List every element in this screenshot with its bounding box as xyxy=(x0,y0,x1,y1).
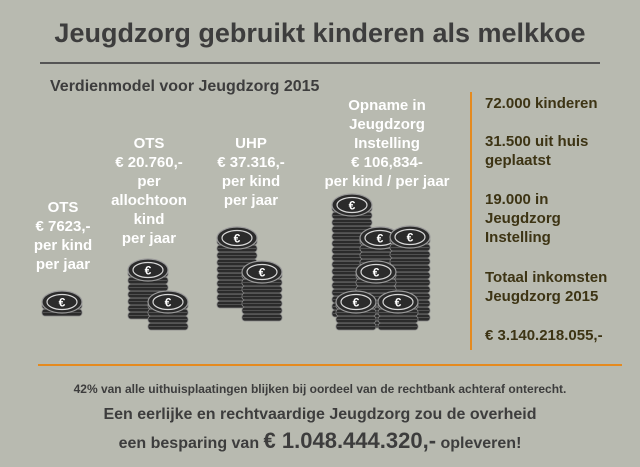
coin-stack xyxy=(147,290,189,331)
column-line: € 20.760,- xyxy=(115,154,183,171)
column-line: UHP xyxy=(235,135,267,152)
footer-line-2: een besparing van € 1.048.444.320,- ople… xyxy=(0,428,640,454)
coin-stack xyxy=(41,290,83,317)
column-line: Jeugdzorg xyxy=(349,116,425,133)
subtitle: Verdienmodel voor Jeugdzorg 2015 xyxy=(50,78,320,95)
column-line: € 7623,- xyxy=(35,218,91,235)
stat-line: € 3.140.218.055,- xyxy=(485,327,603,344)
title-divider xyxy=(40,62,600,64)
stat-line: 72.000 kinderen xyxy=(485,95,598,112)
column-label-uhp: UHP € 37.316,- per kind per jaar xyxy=(206,134,296,210)
column-line: per kind / per jaar xyxy=(324,173,450,190)
column-line: per jaar xyxy=(121,230,177,247)
column-label-ots: OTS € 7623,- per kind per jaar xyxy=(28,198,98,274)
stat-line: 19.000 in xyxy=(485,191,549,208)
stat-line: geplaatst xyxy=(485,152,551,169)
column-line: per jaar xyxy=(35,256,91,273)
coin-stack xyxy=(241,260,283,322)
column-line: per jaar xyxy=(223,192,279,209)
footer-amount: € 1.048.444.320,- xyxy=(263,428,437,453)
column-line: per kind xyxy=(33,237,93,254)
stat-uithuis: 31.500 uit huis geplaatst xyxy=(485,132,588,170)
stat-line: 31.500 uit huis xyxy=(485,133,589,150)
stat-totaal: Totaal inkomsten Jeugdzorg 2015 xyxy=(485,268,607,306)
stat-instelling: 19.000 in Jeugdzorg Instelling xyxy=(485,190,561,247)
column-line: per kind xyxy=(221,173,281,190)
column-label-ots-allochtoon: OTS € 20.760,- per allochtoon kind per j… xyxy=(104,134,194,248)
footer-prefix: een besparing van xyxy=(118,435,264,452)
footer-suffix: opleveren! xyxy=(436,435,522,452)
bottom-divider xyxy=(38,364,622,366)
coin-stack xyxy=(335,290,377,331)
column-line: kind xyxy=(133,211,165,228)
coin-stack xyxy=(377,290,419,331)
column-line: allochtoon xyxy=(111,192,187,209)
column-line: € 37.316,- xyxy=(217,154,285,171)
stat-line: Totaal inkomsten xyxy=(485,269,608,286)
column-line: Opname in xyxy=(348,97,426,114)
column-line: OTS xyxy=(133,135,165,152)
column-line: € 106,834- xyxy=(351,154,423,171)
stat-line: Instelling xyxy=(485,229,551,246)
footer-line-1: Een eerlijke en rechtvaardige Jeugdzorg … xyxy=(103,406,537,423)
stat-bedrag: € 3.140.218.055,- xyxy=(485,326,603,345)
column-label-opname: Opname in Jeugdzorg Instelling € 106,834… xyxy=(312,96,462,191)
page-title: Jeugdzorg gebruikt kinderen als melkkoe xyxy=(54,18,586,48)
footnote: 42% van alle uithuisplaatingen blijken b… xyxy=(73,382,567,396)
stats-divider xyxy=(470,92,472,350)
stat-line: Jeugdzorg xyxy=(485,210,561,227)
stat-kinderen: 72.000 kinderen xyxy=(485,94,598,113)
stat-line: Jeugdzorg 2015 xyxy=(485,288,599,305)
column-line: Instelling xyxy=(354,135,420,152)
column-line: OTS xyxy=(47,199,79,216)
column-line: per xyxy=(137,173,161,190)
